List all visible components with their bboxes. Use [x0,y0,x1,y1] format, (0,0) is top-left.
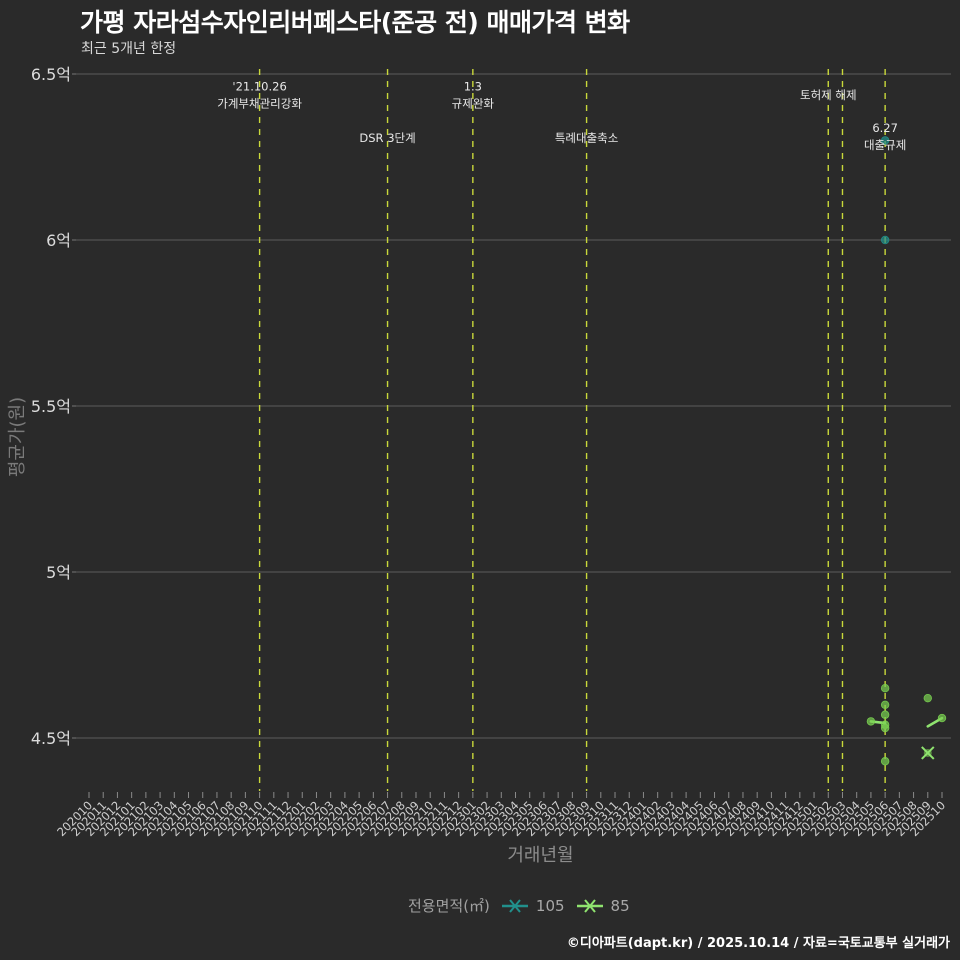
series-85-point [923,693,932,703]
y-tick-label: 5.5억 [31,397,71,416]
legend-item-85: 85 [576,896,630,915]
event-label: 1.3 [464,80,482,94]
event-label: DSR 3단계 [359,131,415,145]
y-tick-label: 5억 [46,563,71,582]
series-85-point [880,684,890,693]
series-85-point [880,723,890,733]
series-85-point [866,717,876,726]
event-label: 규제완화 [452,97,495,111]
event-label: 특례대출축소 [555,131,618,145]
y-axis-title: 평균가(원) [7,397,28,477]
chart-title: 가평 자라섬수자인리버페스타(준공 전) 매매가격 변화 [80,8,630,37]
source-caption: ©디아파트(dapt.kr) / 2025.10.14 / 자료=국토교통부 실… [566,936,950,951]
legend-label-105: 105 [535,896,565,915]
y-tick-label: 6억 [46,231,71,250]
legend-key-105-icon [501,898,528,913]
event-label: 6.27 [872,121,898,135]
series-85-point [880,710,890,719]
series-105-point [880,235,890,245]
legend-label-85: 85 [610,896,630,915]
chart-subtitle: 최근 5개년 한정 [81,41,177,57]
legend-title: 전용면적(㎡) [408,897,490,915]
event-label: 가계부채관리강화 [217,97,302,111]
series-85-point [880,757,890,766]
legend-item-105: 105 [501,896,565,915]
series-85-point [937,713,947,723]
series-85-point [880,700,890,709]
x-axis-title: 거래년월 [507,845,573,866]
series-85-x-marker-icon [921,746,935,760]
event-label: '21.10.26 [232,80,286,94]
series-105-point [880,136,890,145]
event-label: 대출규제 [864,138,906,152]
y-tick-label: 6.5억 [31,65,71,84]
legend-key-85-icon [576,898,603,913]
event-label: 토허제 해제 [800,88,857,102]
y-tick-label: 4.5억 [31,729,71,748]
legend: 전용면적(㎡) 105 85 [408,895,630,916]
